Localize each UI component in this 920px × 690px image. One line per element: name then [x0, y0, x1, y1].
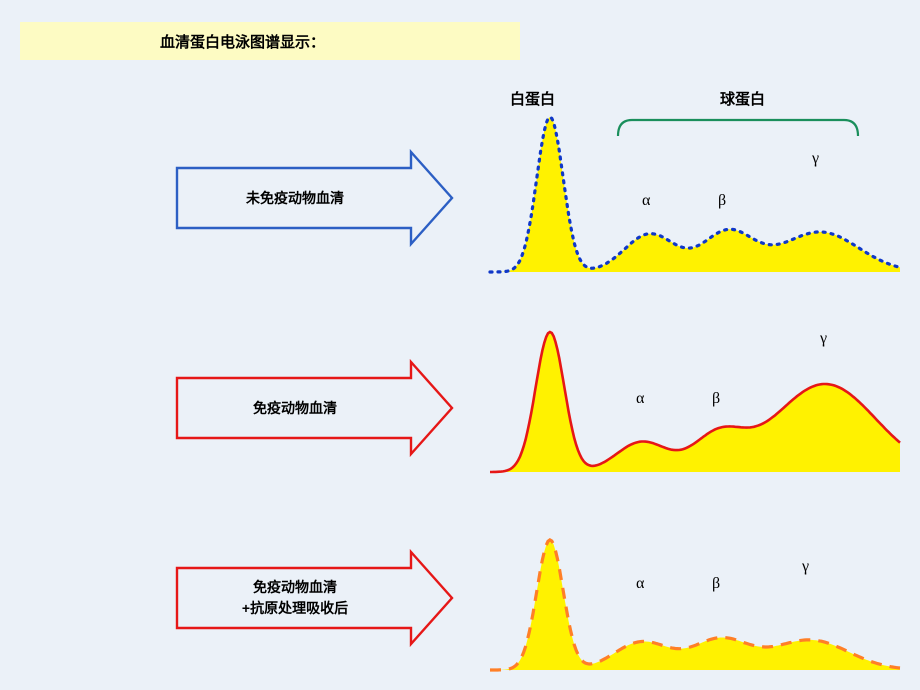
gamma-label-1: γ [820, 330, 827, 348]
arrow-row-2: 免疫动物血清 +抗原处理吸收后 [175, 548, 455, 648]
arrow-label-2: 免疫动物血清 +抗原处理吸收后 [175, 548, 415, 648]
arrow-label-0: 未免疫动物血清 [175, 148, 415, 248]
electrophoresis-chart-0 [490, 100, 900, 280]
alpha-label-1: α [636, 390, 644, 408]
arrow-row-1: 免疫动物血清 [175, 358, 455, 458]
electrophoresis-chart-1 [490, 300, 900, 480]
gamma-label-2: γ [802, 558, 809, 576]
beta-label-0: β [718, 192, 726, 210]
electrophoresis-chart-2 [490, 498, 900, 678]
alpha-label-2: α [636, 575, 644, 593]
arrow-label-1: 免疫动物血清 [175, 358, 415, 458]
alpha-label-0: α [642, 192, 650, 210]
arrow-row-0: 未免疫动物血清 [175, 148, 455, 248]
gamma-label-0: γ [812, 150, 819, 168]
beta-label-1: β [712, 390, 720, 408]
beta-label-2: β [712, 575, 720, 593]
